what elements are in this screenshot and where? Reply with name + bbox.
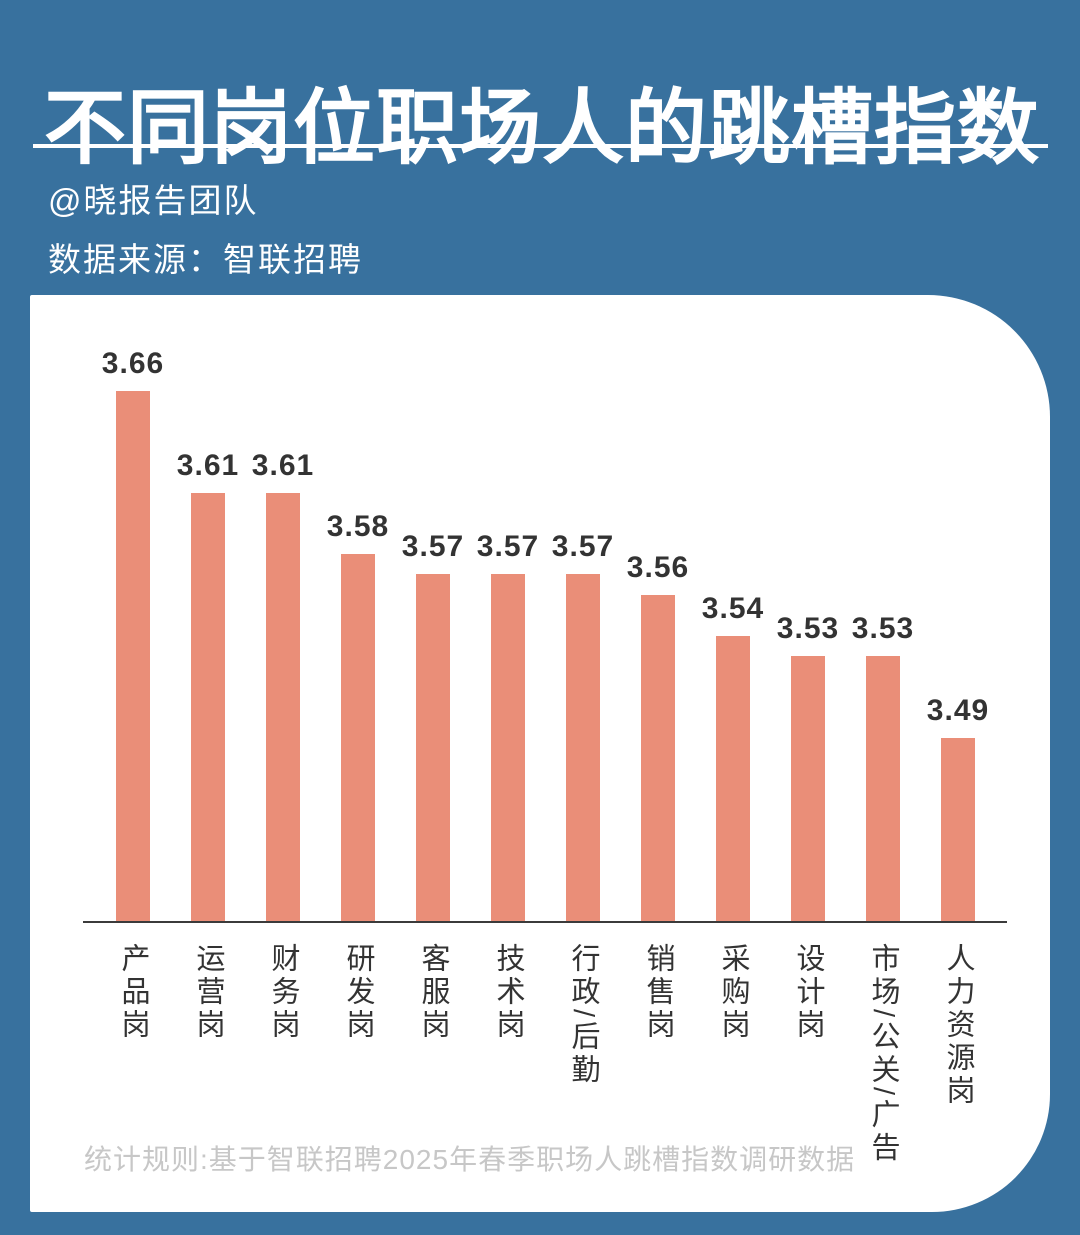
bar	[491, 574, 525, 921]
bar-value-label: 3.61	[176, 449, 240, 482]
bar	[266, 493, 300, 921]
bar-chart: 3.66 产品岗 3.61 运营岗 3.61 财务岗 3.58 研发岗 3.57 客服岗 3.57 技…	[30, 295, 1050, 1212]
category-label: 行政/后勤	[567, 943, 599, 1088]
bar	[341, 554, 375, 921]
bar-value-label: 3.57	[401, 530, 465, 563]
category-label: 市场/公关/广告	[867, 943, 899, 1166]
bar	[116, 391, 150, 921]
title-divider	[33, 144, 1048, 148]
bar-value-label: 3.53	[776, 612, 840, 645]
bar-value-label: 3.49	[926, 694, 990, 727]
bar	[941, 738, 975, 921]
bar-value-label: 3.53	[851, 612, 915, 645]
chart-card: 3.66 产品岗 3.61 运营岗 3.61 财务岗 3.58 研发岗 3.57 客服岗 3.57 技…	[30, 295, 1050, 1212]
bar-value-label: 3.56	[626, 551, 690, 584]
bar	[566, 574, 600, 921]
bar-value-label: 3.58	[326, 510, 390, 543]
category-label: 运营岗	[192, 943, 224, 1042]
bar	[791, 656, 825, 921]
bar	[641, 595, 675, 921]
page-title: 不同岗位职场人的跳槽指数	[44, 82, 1041, 174]
footnote: 统计规则:基于智联招聘2025年春季职场人跳槽指数调研数据	[84, 1144, 856, 1175]
byline: @晓报告团队	[48, 182, 259, 219]
category-label: 财务岗	[267, 943, 299, 1042]
category-label: 研发岗	[342, 943, 374, 1042]
bar-value-label: 3.57	[551, 530, 615, 563]
bar	[866, 656, 900, 921]
data-source: 数据来源：智联招聘	[48, 241, 363, 278]
bar-value-label: 3.57	[476, 530, 540, 563]
category-label: 销售岗	[642, 943, 674, 1042]
category-label: 产品岗	[117, 943, 149, 1042]
bar	[416, 574, 450, 921]
category-label: 客服岗	[417, 943, 449, 1042]
bar-value-label: 3.66	[101, 347, 165, 380]
x-axis-line	[83, 921, 1007, 923]
category-label: 人力资源岗	[942, 943, 974, 1108]
bar	[716, 636, 750, 921]
bar-value-label: 3.61	[251, 449, 315, 482]
category-label: 技术岗	[492, 943, 524, 1042]
bar-value-label: 3.54	[701, 592, 765, 625]
category-label: 采购岗	[717, 943, 749, 1042]
bar	[191, 493, 225, 921]
category-label: 设计岗	[792, 943, 824, 1042]
